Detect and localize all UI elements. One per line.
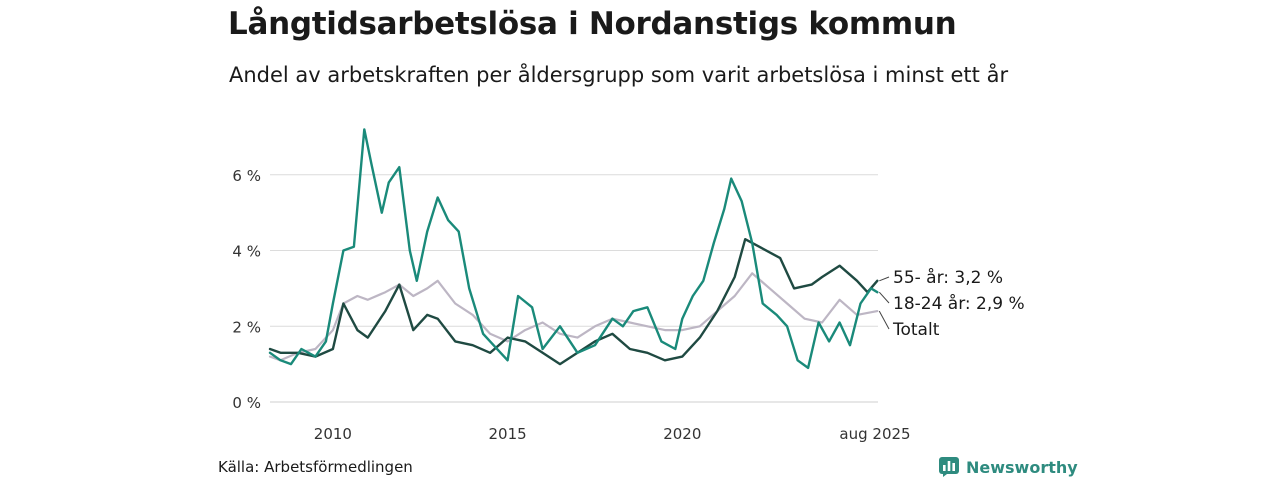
source-note: Källa: Arbetsförmedlingen bbox=[218, 458, 413, 476]
series-line-total bbox=[268, 272, 879, 362]
y-tick-label: 0 % bbox=[232, 394, 261, 412]
label-total: Totalt bbox=[892, 320, 940, 340]
label-leader-line bbox=[878, 310, 890, 330]
chart-subtitle: Andel av arbetskraften per åldersgrupp s… bbox=[229, 63, 1009, 87]
label-leader-line bbox=[879, 276, 890, 282]
label-18-24: 18-24 år: 2,9 % bbox=[893, 293, 1025, 314]
y-tick-label: 6 % bbox=[232, 167, 261, 185]
x-tick-label: 2015 bbox=[489, 425, 527, 443]
newsworthy-logo[interactable]: Newsworthy bbox=[938, 456, 1078, 478]
x-tick-label: aug 2025 bbox=[839, 425, 910, 443]
x-tick-label: 2020 bbox=[663, 425, 701, 443]
series-layer bbox=[268, 128, 879, 370]
y-tick-label: 4 % bbox=[232, 243, 261, 261]
y-tick-label: 2 % bbox=[232, 318, 261, 336]
series-line-55-plus bbox=[268, 238, 879, 366]
y-axis-ticks: 0 % 2 % 4 % 6 % bbox=[232, 167, 261, 412]
chart-title: Långtidsarbetslösa i Nordanstigs kommun bbox=[228, 6, 957, 42]
grid-layer bbox=[270, 174, 878, 403]
brand-name: Newsworthy bbox=[966, 457, 1078, 477]
x-tick-label: 2010 bbox=[314, 425, 352, 443]
label-55-plus: 55- år: 3,2 % bbox=[893, 267, 1003, 288]
bar-chart-icon bbox=[939, 457, 959, 477]
x-axis-ticks: 2010 2015 2020 aug 2025 bbox=[314, 425, 911, 443]
series-labels: Totalt 55- år: 3,2 % 18-24 år: 2,9 % bbox=[878, 267, 1025, 340]
label-leader-line bbox=[878, 291, 890, 304]
series-line-18-24 bbox=[268, 128, 879, 370]
